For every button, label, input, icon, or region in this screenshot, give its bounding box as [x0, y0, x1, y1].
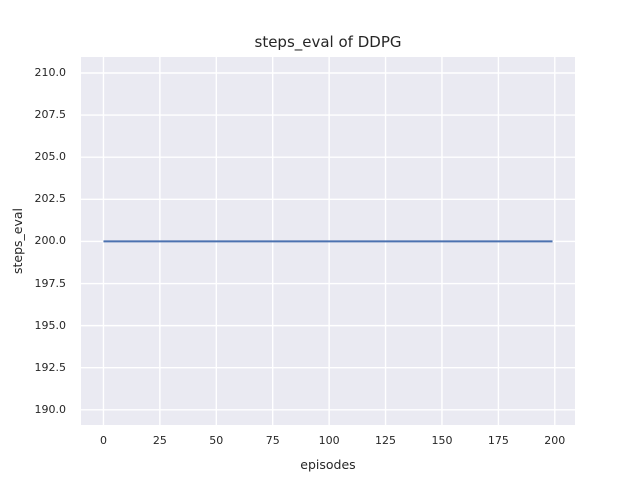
x-tick-label: 25: [152, 434, 167, 447]
y-tick-label: 210.0: [34, 66, 67, 79]
y-tick-label: 205.0: [34, 150, 67, 164]
chart-title: steps_eval of DDPG: [254, 33, 402, 51]
x-tick-label: 75: [265, 434, 280, 447]
x-tick-label: 0: [99, 434, 107, 447]
x-tick-label: 150: [431, 434, 453, 447]
y-tick-label: 195.0: [34, 318, 67, 332]
y-tick-label: 207.5: [34, 108, 67, 122]
y-tick-label: 202.5: [34, 192, 67, 206]
x-axis-label: episodes: [300, 457, 356, 472]
x-tick-label: 200: [544, 434, 566, 447]
y-tick-label: 197.5: [34, 276, 67, 290]
x-tick-label: 175: [487, 434, 509, 447]
y-tick-label: 192.5: [34, 360, 67, 374]
y-tick-label: 200.0: [34, 234, 67, 248]
y-tick-label: 190.0: [34, 402, 67, 416]
x-tick-label: 50: [209, 434, 224, 447]
x-tick-label: 100: [318, 434, 340, 447]
x-tick-label: 125: [375, 434, 397, 447]
